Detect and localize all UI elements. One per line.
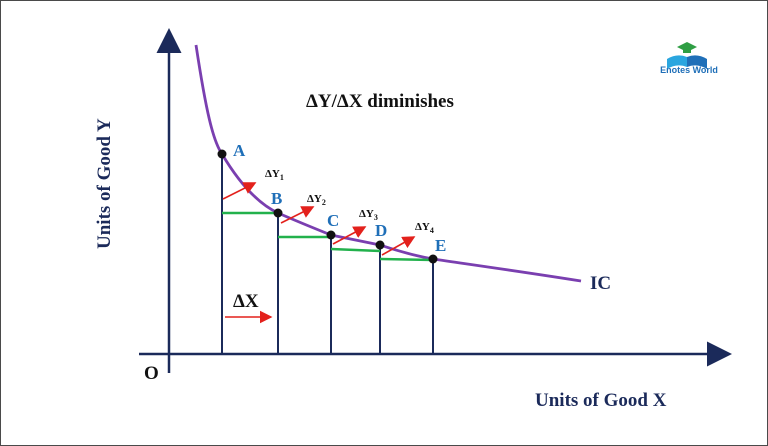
point-label-d: D [375,221,387,240]
delta-y2-label: ΔY2 [307,193,326,207]
origin-label: O [144,363,159,384]
point-e-dot [428,254,438,264]
point-label-c: C [327,211,339,230]
delta-y2-arrow [280,206,315,224]
delta-y1-arrow [222,182,257,200]
curve-label-ic: IC [590,273,611,294]
point-label-e: E [435,236,446,255]
delta-x-label: ΔX [233,291,259,312]
delta-y4-label: ΔY4 [415,221,434,235]
step-line-4 [379,257,434,262]
point-c-dot [326,230,336,240]
step-line-3 [330,247,381,253]
logo-text: Enotes World [660,65,718,75]
x-axis-label: Units of Good X [535,390,667,411]
diagram-title: ΔY/ΔX diminishes [306,91,454,112]
point-d-dot [375,240,385,250]
delta-y4-arrow [381,236,416,256]
point-label-b: B [271,189,282,208]
point-a-dot [217,149,227,159]
point-b-dot [273,208,283,218]
delta-y3-arrow [332,226,367,245]
delta-y3-label: ΔY3 [359,208,378,222]
y-axis-label: Units of Good Y [94,118,115,249]
indifference-curve [194,44,582,283]
enotes-world-logo-icon [667,42,707,69]
point-label-a: A [233,141,246,160]
delta-y1-label: ΔY1 [265,168,284,182]
